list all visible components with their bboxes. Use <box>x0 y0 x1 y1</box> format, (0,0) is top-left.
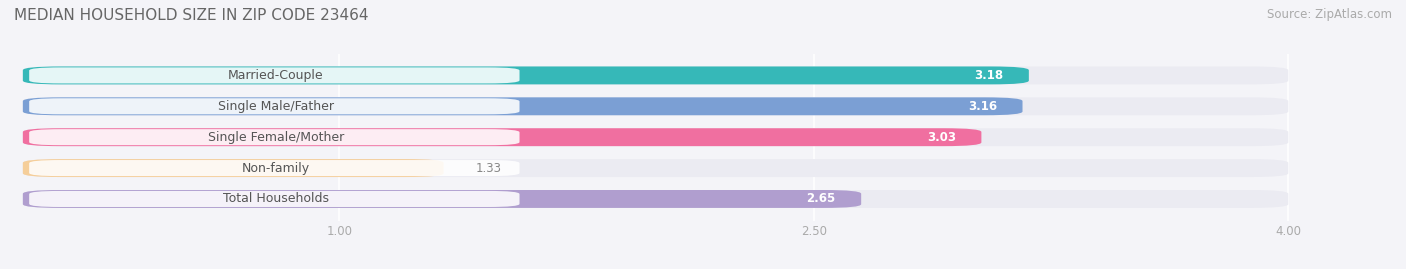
FancyBboxPatch shape <box>30 191 520 207</box>
Text: Source: ZipAtlas.com: Source: ZipAtlas.com <box>1267 8 1392 21</box>
Text: 2.65: 2.65 <box>807 192 835 206</box>
FancyBboxPatch shape <box>22 190 860 208</box>
FancyBboxPatch shape <box>22 97 1022 115</box>
Text: Single Female/Mother: Single Female/Mother <box>208 131 344 144</box>
Text: MEDIAN HOUSEHOLD SIZE IN ZIP CODE 23464: MEDIAN HOUSEHOLD SIZE IN ZIP CODE 23464 <box>14 8 368 23</box>
Text: 3.03: 3.03 <box>927 131 956 144</box>
FancyBboxPatch shape <box>30 129 520 145</box>
FancyBboxPatch shape <box>22 128 1288 146</box>
FancyBboxPatch shape <box>30 68 520 83</box>
Text: Total Households: Total Households <box>224 192 329 206</box>
Text: Single Male/Father: Single Male/Father <box>218 100 335 113</box>
Text: 1.33: 1.33 <box>475 162 501 175</box>
FancyBboxPatch shape <box>22 66 1029 84</box>
Text: Non-family: Non-family <box>242 162 309 175</box>
Text: Married-Couple: Married-Couple <box>228 69 323 82</box>
FancyBboxPatch shape <box>22 190 1288 208</box>
Text: 3.16: 3.16 <box>969 100 997 113</box>
FancyBboxPatch shape <box>22 159 1288 177</box>
FancyBboxPatch shape <box>30 98 520 114</box>
FancyBboxPatch shape <box>22 66 1288 84</box>
FancyBboxPatch shape <box>30 160 520 176</box>
Text: 3.18: 3.18 <box>974 69 1004 82</box>
FancyBboxPatch shape <box>22 97 1288 115</box>
FancyBboxPatch shape <box>22 128 981 146</box>
FancyBboxPatch shape <box>22 159 444 177</box>
